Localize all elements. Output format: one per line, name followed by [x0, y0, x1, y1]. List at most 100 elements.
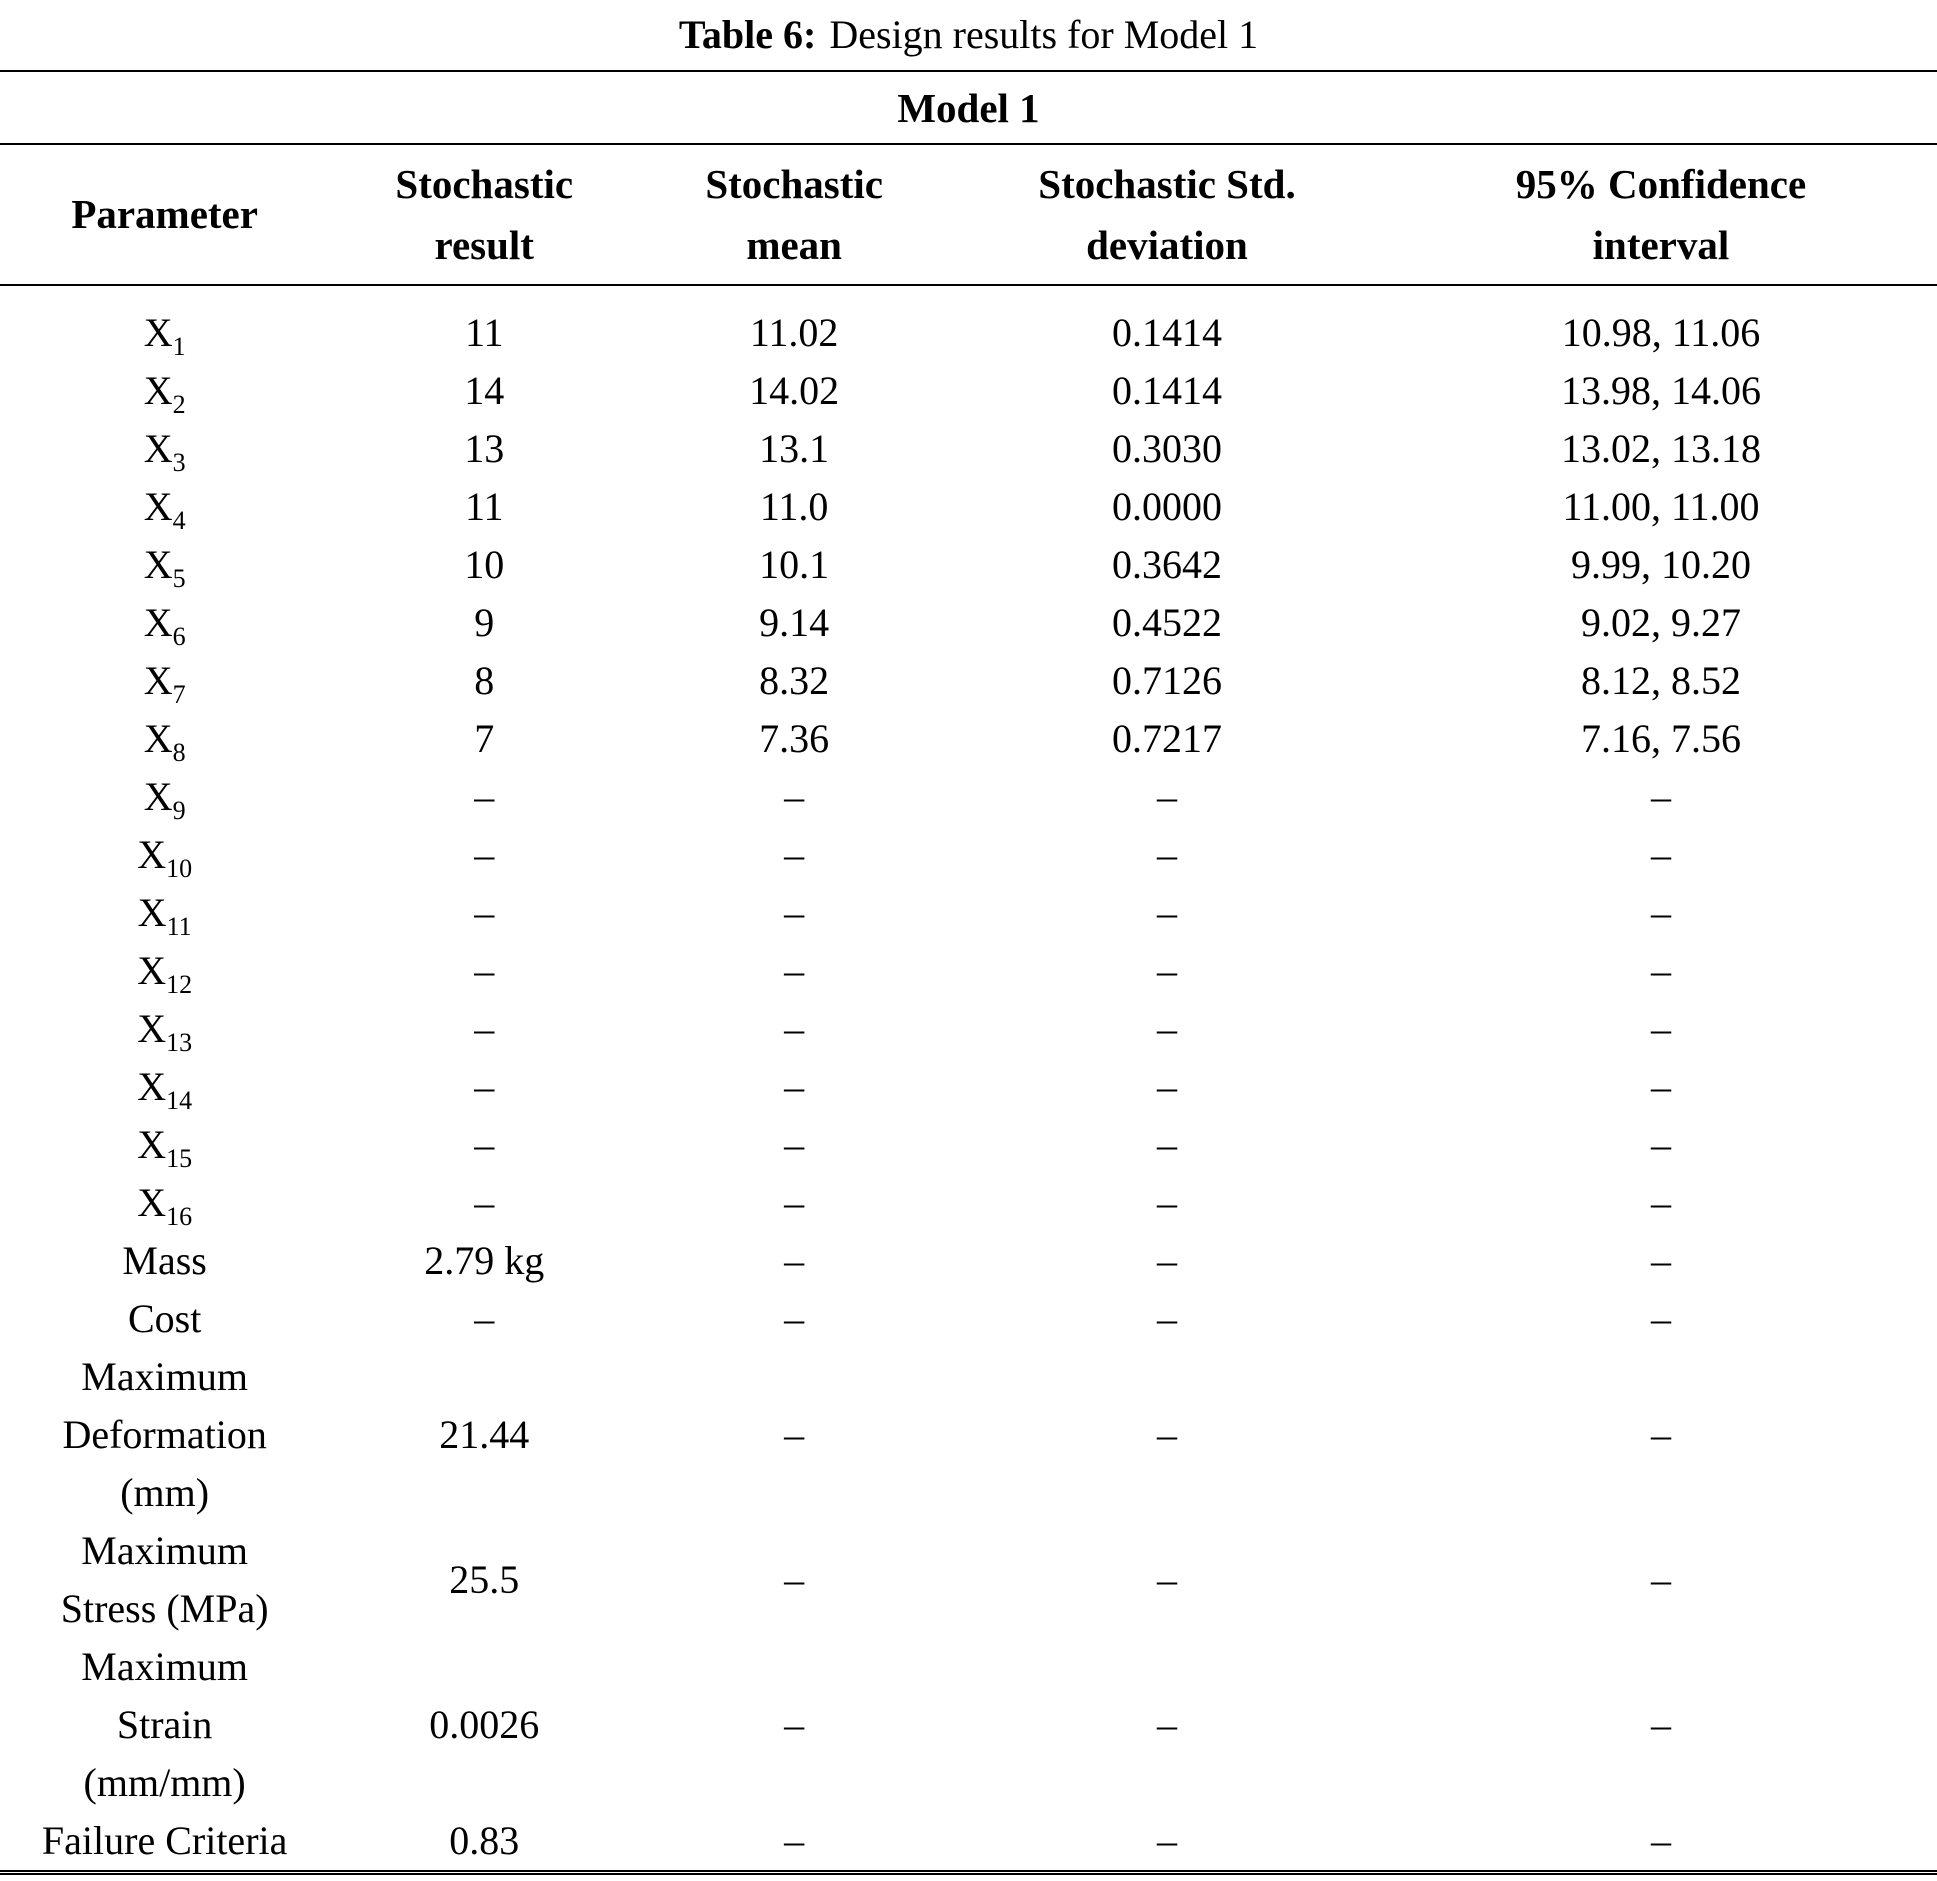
table-group-header-row: Model 1 [0, 70, 1937, 145]
value-cell: – [1650, 948, 1671, 993]
param-cell: X16 [0, 1174, 329, 1232]
value-cell: – [1157, 1064, 1177, 1109]
value-cell: – [1157, 1412, 1177, 1457]
value-cell: – [1650, 1296, 1671, 1341]
param-subscript: 12 [166, 970, 193, 999]
value-cell: 13.98, 14.06 [1560, 368, 1761, 413]
column-header-line: Parameter [71, 191, 258, 237]
value-cell: – [474, 774, 495, 819]
param-subscript: 9 [172, 796, 186, 825]
value-cell: 25.5 [449, 1557, 520, 1602]
table-row: X15 – – – – [0, 1116, 1937, 1174]
value-cell: – [474, 948, 495, 993]
column-header-line: Stochastic Std. [1038, 160, 1296, 207]
value-cell: – [1157, 1006, 1177, 1051]
value-cell: 11.02 [749, 310, 839, 355]
param-subscript: 5 [172, 564, 186, 593]
value-cell: 14.02 [749, 368, 840, 413]
value-cell: 7 [474, 716, 495, 761]
value-cell: 8.32 [759, 658, 830, 703]
param-cell: Cost [0, 1290, 329, 1348]
value-cell: – [1650, 1818, 1671, 1863]
value-cell: 11 [464, 310, 504, 355]
value-cell: 0.83 [449, 1818, 520, 1863]
param-subscript: 11 [166, 912, 192, 941]
table-row: Failure Criteria 0.83 – – – [0, 1812, 1937, 1873]
param-line: Mass [122, 1238, 207, 1283]
param-cell: Mass [0, 1232, 329, 1290]
table-row: X4 11 11.0 0.0000 11.00, 11.00 [0, 478, 1937, 536]
column-header-line: 95% Confidence [1515, 160, 1807, 207]
column-header: Stochastic mean [639, 144, 950, 286]
value-cell: – [1157, 890, 1177, 935]
table-row: X5 10 10.1 0.3642 9.99, 10.20 [0, 536, 1937, 594]
column-header: Stochastic Std. deviation [949, 144, 1385, 286]
value-cell: – [1650, 1122, 1671, 1167]
value-cell: – [1157, 1122, 1177, 1167]
value-cell: – [474, 890, 495, 935]
param-base: X [137, 890, 167, 935]
param-subscript: 10 [166, 854, 193, 883]
param-line: (mm/mm) [83, 1760, 246, 1805]
param-subscript: 2 [172, 390, 186, 419]
value-cell: 14 [464, 368, 505, 413]
value-cell: 9.02, 9.27 [1580, 600, 1741, 645]
param-base: X [143, 426, 173, 471]
param-base: X [143, 774, 173, 819]
param-base: X [143, 542, 173, 587]
value-cell: 13.1 [759, 426, 830, 471]
table-row: X14 – – – – [0, 1058, 1937, 1116]
value-cell: 9.14 [759, 600, 830, 645]
value-cell: – [784, 1818, 805, 1863]
param-base: X [137, 948, 167, 993]
param-cell: X13 [0, 1000, 329, 1058]
param-subscript: 4 [172, 506, 186, 535]
value-cell: 0.0000 [1112, 484, 1222, 529]
value-cell: – [1650, 1412, 1671, 1457]
value-cell: – [1157, 1818, 1177, 1863]
value-cell: – [784, 1006, 805, 1051]
param-cell: X15 [0, 1116, 329, 1174]
value-cell: – [784, 1122, 805, 1167]
param-line: Strain [116, 1702, 213, 1747]
table-row: X9 – – – – [0, 768, 1937, 826]
value-cell: – [1650, 1557, 1671, 1602]
value-cell: 21.44 [439, 1412, 530, 1457]
value-cell: 8 [474, 658, 495, 703]
param-cell: X9 [0, 768, 329, 826]
design-results-table: Model 1 Parameter Stochastic result Stochas… [0, 70, 1937, 1875]
value-cell: – [1650, 1702, 1671, 1747]
column-header-line: interval [1592, 221, 1730, 268]
column-header-line: Stochastic [705, 160, 883, 207]
param-cell: X14 [0, 1058, 329, 1116]
value-cell: 0.4522 [1112, 600, 1222, 645]
value-cell: 8.12, 8.52 [1580, 658, 1741, 703]
value-cell: – [784, 774, 805, 819]
value-cell: – [784, 1238, 805, 1283]
table-row: Maximum Strain (mm/mm) 0.0026 – – – [0, 1638, 1937, 1812]
value-cell: 9 [474, 600, 495, 645]
param-line: (mm) [120, 1470, 210, 1515]
table-caption: Table 6: Design results for Model 1 [0, 0, 1937, 70]
column-header-line: Stochastic [395, 160, 574, 207]
param-subscript: 1 [172, 332, 186, 361]
value-cell: – [1157, 1296, 1177, 1341]
value-cell: – [1650, 832, 1671, 877]
value-cell: – [474, 1006, 495, 1051]
value-cell: – [1650, 1238, 1671, 1283]
table-row: X11 – – – – [0, 884, 1937, 942]
value-cell: 13 [464, 426, 505, 471]
param-cell: X3 [0, 420, 329, 478]
column-header-row: Parameter Stochastic result Stochastic mean S… [0, 144, 1937, 286]
value-cell: 13.02, 13.18 [1560, 426, 1761, 471]
param-cell: X11 [0, 884, 329, 942]
param-subscript: 13 [166, 1028, 193, 1057]
value-cell: 10 [464, 542, 505, 587]
param-cell: X6 [0, 594, 329, 652]
value-cell: – [784, 1064, 805, 1109]
param-line: Stress (MPa) [60, 1586, 269, 1631]
value-cell: – [474, 832, 495, 877]
param-base: X [137, 832, 167, 877]
value-cell: 0.7217 [1112, 716, 1222, 761]
param-base: X [137, 1064, 167, 1109]
